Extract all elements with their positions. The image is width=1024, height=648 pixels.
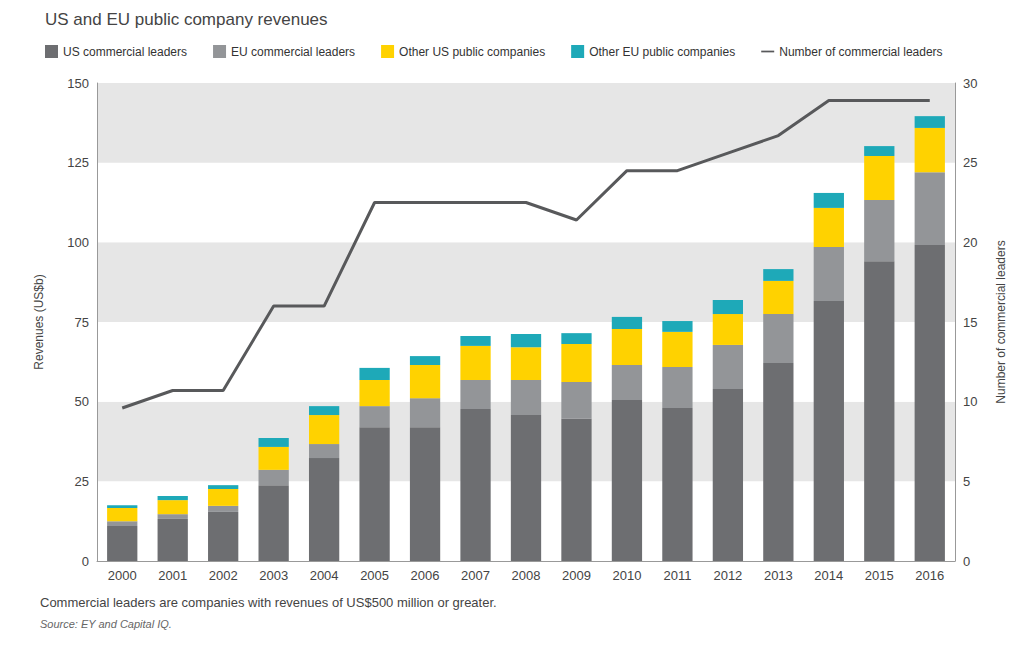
- svg-text:Source: EY and Capital IQ.: Source: EY and Capital IQ.: [40, 618, 172, 630]
- svg-text:2000: 2000: [108, 568, 137, 583]
- svg-text:30: 30: [963, 76, 977, 91]
- svg-text:2013: 2013: [764, 568, 793, 583]
- svg-text:20: 20: [963, 235, 977, 250]
- svg-text:2007: 2007: [461, 568, 490, 583]
- svg-text:US commercial leaders: US commercial leaders: [63, 45, 187, 59]
- svg-text:US and EU public company reven: US and EU public company revenues: [45, 10, 328, 29]
- svg-text:25: 25: [75, 474, 89, 489]
- svg-text:2009: 2009: [562, 568, 591, 583]
- svg-text:2006: 2006: [411, 568, 440, 583]
- svg-text:EU commercial leaders: EU commercial leaders: [231, 45, 355, 59]
- svg-text:Number of commercial leaders: Number of commercial leaders: [994, 240, 1008, 403]
- svg-text:Commercial leaders are compani: Commercial leaders are companies with re…: [40, 595, 497, 610]
- svg-text:10: 10: [963, 394, 977, 409]
- svg-text:2003: 2003: [259, 568, 288, 583]
- svg-text:50: 50: [75, 394, 89, 409]
- svg-text:Other EU public companies: Other EU public companies: [589, 45, 735, 59]
- svg-text:2002: 2002: [209, 568, 238, 583]
- svg-text:2004: 2004: [310, 568, 339, 583]
- svg-text:150: 150: [67, 76, 89, 91]
- svg-text:0: 0: [963, 554, 970, 569]
- svg-text:25: 25: [963, 155, 977, 170]
- svg-text:2016: 2016: [915, 568, 944, 583]
- svg-text:2015: 2015: [865, 568, 894, 583]
- svg-text:2014: 2014: [814, 568, 843, 583]
- svg-text:2008: 2008: [512, 568, 541, 583]
- svg-text:5: 5: [963, 474, 970, 489]
- svg-text:15: 15: [963, 315, 977, 330]
- svg-text:2005: 2005: [360, 568, 389, 583]
- svg-text:2012: 2012: [713, 568, 742, 583]
- svg-text:2001: 2001: [158, 568, 187, 583]
- svg-text:Other US public companies: Other US public companies: [399, 45, 545, 59]
- svg-text:0: 0: [82, 554, 89, 569]
- svg-text:75: 75: [75, 315, 89, 330]
- svg-text:Number of commercial leaders: Number of commercial leaders: [779, 45, 942, 59]
- svg-text:Revenues (US$b): Revenues (US$b): [32, 274, 46, 369]
- svg-text:2011: 2011: [663, 568, 691, 583]
- svg-text:100: 100: [67, 235, 89, 250]
- svg-text:125: 125: [67, 155, 89, 170]
- svg-text:2010: 2010: [612, 568, 641, 583]
